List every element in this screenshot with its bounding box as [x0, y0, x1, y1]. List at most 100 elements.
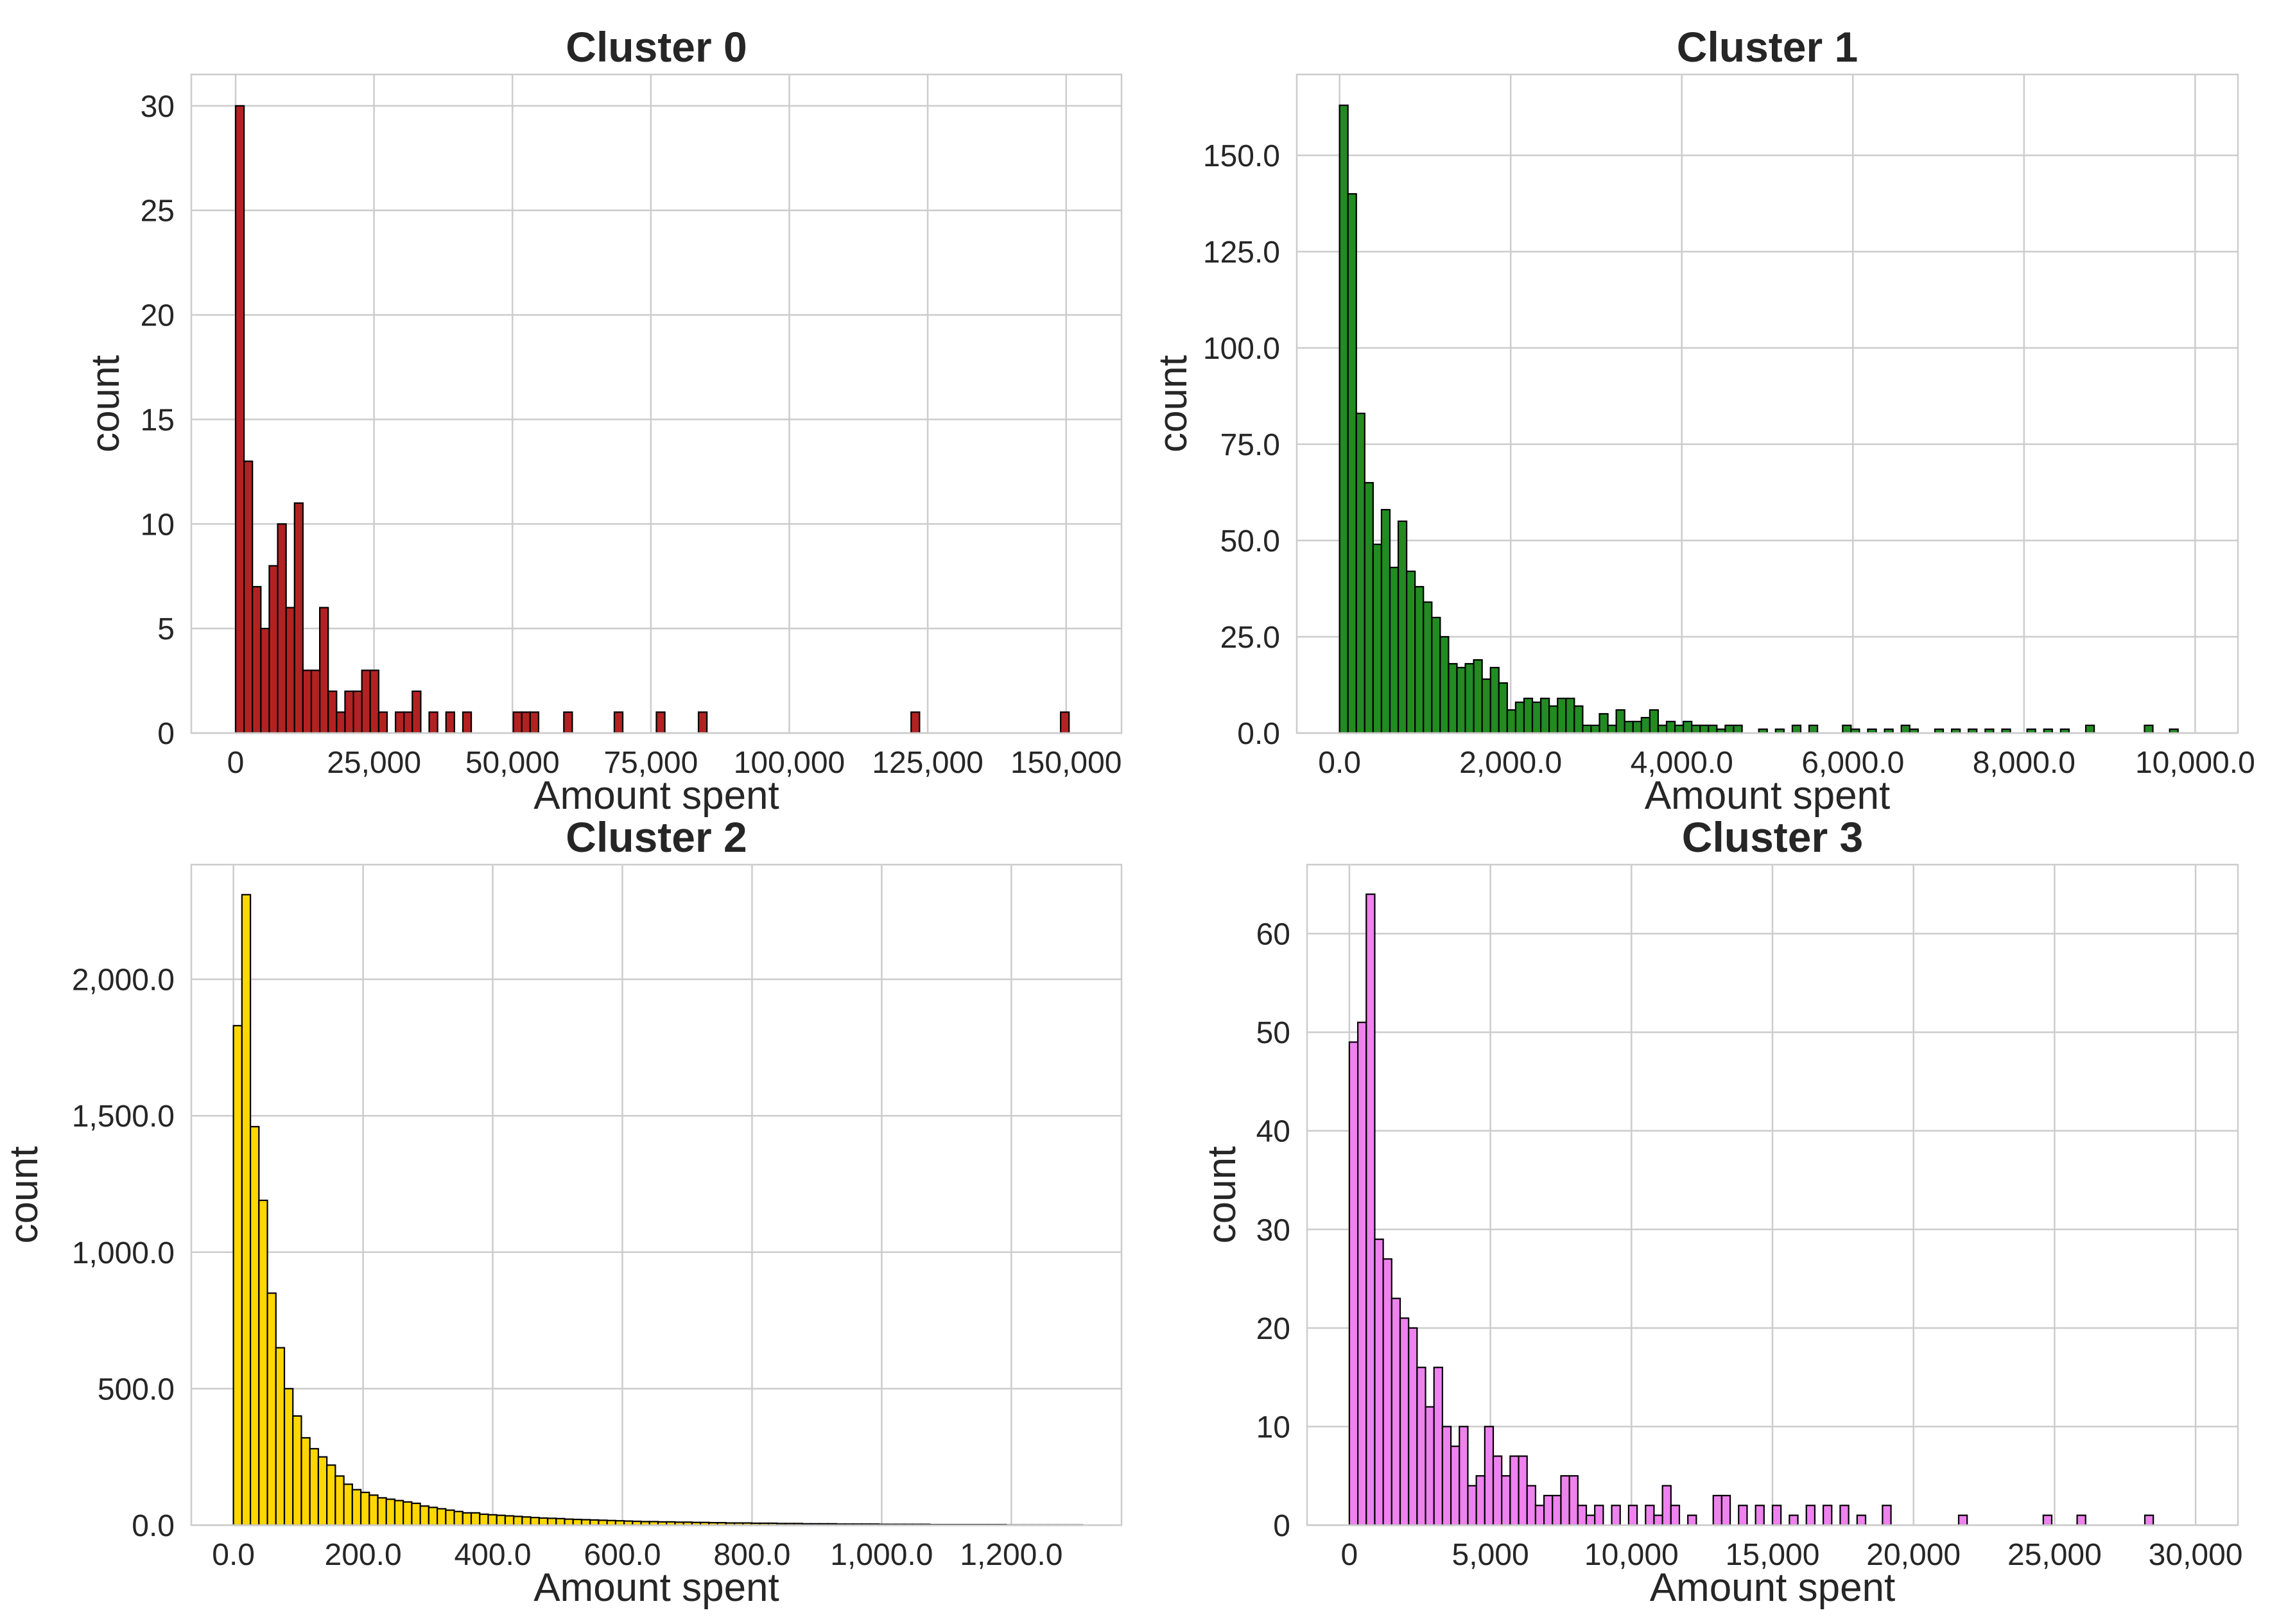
histogram-bar: [580, 1519, 591, 1526]
histogram-bar: [293, 502, 304, 734]
panel-cluster-1: 0.0 2,000.0 4,000.0 6,000.0 8,000.0 10,000.0 0…: [1151, 23, 2255, 818]
x-tick-label: 1,200.0: [960, 1538, 1062, 1572]
histogram-bar: [1708, 724, 1718, 734]
histogram-bar: [1720, 1494, 1731, 1526]
histogram-bar: [1433, 1367, 1444, 1526]
histogram-bar: [1657, 724, 1668, 734]
x-axis-label: Amount spent: [1645, 773, 1891, 818]
histogram-bar: [1408, 1327, 1418, 1526]
histogram-bar: [326, 1464, 336, 1526]
histogram-bar: [1348, 1041, 1359, 1526]
histogram-bar: [411, 1502, 421, 1526]
histogram-bar: [1590, 724, 1600, 734]
histogram-bar: [1518, 1455, 1528, 1526]
histogram-bar: [302, 669, 313, 734]
histogram-bar: [266, 1292, 277, 1526]
histogram-bar: [530, 1516, 540, 1526]
histogram-bar: [512, 711, 523, 734]
histogram-bar: [613, 711, 624, 734]
panel-title: Cluster 1: [1677, 23, 1858, 71]
histogram-bar: [1627, 1505, 1638, 1526]
histogram-bar: [403, 711, 413, 734]
plot-frame: [1306, 863, 2239, 1526]
histogram-bar: [1957, 1514, 1968, 1526]
histogram-bar: [1526, 1485, 1537, 1526]
histogram-bar: [1514, 701, 1525, 734]
histogram-bar: [1414, 585, 1425, 734]
histogram-bar: [1339, 104, 1349, 734]
y-tick-label: 20: [1256, 1312, 1290, 1346]
histogram-bar: [1380, 508, 1391, 734]
histogram-bar: [1565, 697, 1575, 734]
histogram-bar: [344, 690, 354, 734]
y-tick-label: 30: [141, 90, 175, 124]
histogram-bar: [1489, 666, 1500, 734]
histogram-bar: [1372, 543, 1383, 734]
x-tick-label: 2,000.0: [1459, 746, 1562, 780]
histogram-bar: [2076, 1514, 2086, 1526]
histogram-bar: [1481, 678, 1491, 734]
histogram-bar: [277, 523, 287, 734]
histogram-bar: [1389, 566, 1399, 734]
histogram-bar: [910, 711, 921, 734]
panel-title: Cluster 2: [566, 813, 747, 861]
histogram-bar: [1439, 635, 1450, 734]
histogram-bar: [1842, 724, 1852, 734]
x-tick-label: 0.0: [1318, 746, 1361, 780]
histogram-bar: [555, 1517, 566, 1526]
histogram-bar: [496, 1514, 507, 1526]
histogram-bar: [351, 1489, 362, 1526]
x-tick-label: 75,000: [603, 746, 698, 780]
histogram-bar: [285, 607, 295, 734]
plot-frame: [1295, 73, 2239, 734]
histogram-bar: [412, 690, 422, 734]
histogram-bar: [1839, 1505, 1850, 1526]
histogram-bar: [1492, 1455, 1503, 1526]
histogram-bar: [1423, 601, 1433, 734]
histogram-bar: [1531, 701, 1542, 734]
histogram-bar: [1382, 1258, 1392, 1526]
histogram-bar: [369, 669, 379, 734]
histogram-bar: [394, 1499, 404, 1526]
histogram-bar: [1712, 1494, 1723, 1526]
panel-title: Cluster 0: [566, 23, 747, 71]
histogram-bar: [292, 1415, 302, 1526]
histogram-bar: [260, 628, 270, 734]
histogram-bar: [563, 711, 573, 734]
plot-frame: [190, 863, 1123, 1526]
histogram-bar: [241, 894, 252, 1526]
histogram-bar: [2144, 1514, 2154, 1526]
histogram-bar: [343, 1483, 353, 1526]
histogram-bar: [1611, 1505, 1621, 1526]
histogram-bar: [232, 1024, 243, 1526]
y-tick-label: 25.0: [1220, 621, 1280, 655]
histogram-bar: [275, 1347, 286, 1526]
histogram-bar: [1365, 893, 1376, 1526]
histogram-bar: [336, 711, 346, 734]
histogram-bar: [1585, 1514, 1596, 1526]
histogram-bar: [1355, 412, 1365, 734]
histogram-bar: [1724, 724, 1735, 734]
plot-frame: [190, 73, 1123, 734]
y-axis-label: count: [1200, 1146, 1244, 1244]
histogram-bar: [1577, 1505, 1588, 1526]
histogram-bar: [1523, 697, 1534, 734]
y-axis-label: count: [83, 355, 128, 453]
y-axis-label: count: [1151, 355, 1195, 453]
y-tick-label: 60: [1256, 918, 1290, 952]
x-axis-label: Amount spent: [533, 773, 779, 818]
x-tick-label: 0.0: [212, 1538, 255, 1572]
histogram-bar: [1498, 682, 1508, 734]
y-tick-label: 50: [1256, 1016, 1290, 1050]
x-tick-label: 4,000.0: [1631, 746, 1733, 780]
histogram-bar: [1399, 1317, 1410, 1526]
histogram-bar: [445, 711, 455, 734]
histogram-bar: [1582, 724, 1592, 734]
y-tick-label: 1,000.0: [72, 1236, 175, 1270]
y-tick-label: 15: [141, 403, 175, 437]
x-tick-label: 100,000: [734, 746, 845, 780]
y-tick-label: 10: [141, 508, 175, 542]
y-tick-label: 10: [1256, 1410, 1290, 1444]
histogram-bar: [1900, 724, 1911, 734]
histogram-bar: [529, 711, 540, 734]
